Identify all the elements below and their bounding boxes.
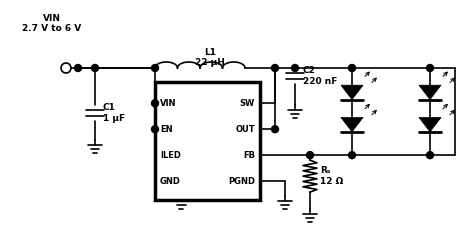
Text: OUT: OUT [236,125,255,134]
Circle shape [427,152,434,159]
Text: VIN
2.7 V to 6 V: VIN 2.7 V to 6 V [22,14,82,33]
Circle shape [348,152,356,159]
Text: C2
220 nF: C2 220 nF [303,66,337,86]
Text: EN: EN [160,125,173,134]
Text: FB: FB [243,151,255,160]
Circle shape [91,64,99,72]
Bar [155,82,260,200]
Circle shape [427,64,434,72]
Text: SW: SW [240,99,255,108]
Circle shape [292,64,299,72]
Circle shape [152,64,158,72]
Polygon shape [341,85,363,100]
Circle shape [152,126,158,133]
Text: PGND: PGND [228,177,255,186]
Polygon shape [341,117,363,132]
Text: Rₛ
12 Ω: Rₛ 12 Ω [320,166,343,186]
Circle shape [152,100,158,107]
Circle shape [272,126,279,133]
Circle shape [272,64,279,72]
Text: C1
1 μF: C1 1 μF [103,103,125,123]
Polygon shape [419,117,441,132]
Circle shape [348,64,356,72]
Text: VIN: VIN [160,99,176,108]
Circle shape [74,64,82,72]
Circle shape [307,152,313,159]
Circle shape [61,63,71,73]
Text: L1
22 μH: L1 22 μH [195,48,225,67]
Text: GND: GND [160,177,181,186]
Text: ILED: ILED [160,151,181,160]
Polygon shape [419,85,441,100]
